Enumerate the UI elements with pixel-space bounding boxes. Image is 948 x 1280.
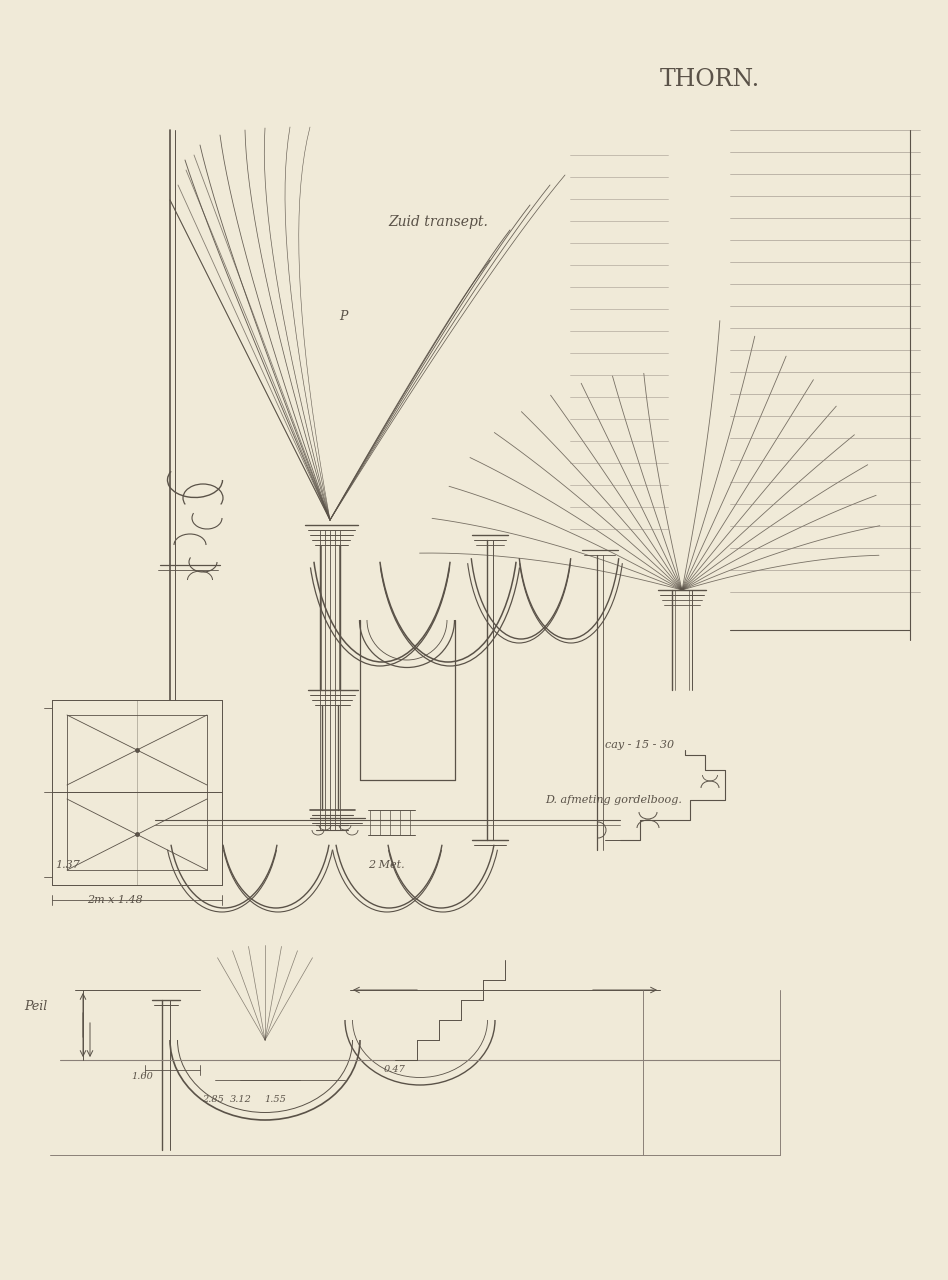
Text: 1.55: 1.55 xyxy=(264,1094,286,1103)
Text: 3.12: 3.12 xyxy=(230,1094,252,1103)
Text: 0.47: 0.47 xyxy=(384,1065,406,1074)
Text: Peil: Peil xyxy=(24,1000,47,1012)
Text: 1.60: 1.60 xyxy=(131,1073,153,1082)
Text: 2m x 1.48: 2m x 1.48 xyxy=(87,895,143,905)
Text: THORN.: THORN. xyxy=(660,68,760,91)
Text: 2 Met.: 2 Met. xyxy=(368,860,405,870)
Text: 1.37: 1.37 xyxy=(55,860,80,870)
Text: P: P xyxy=(339,310,347,323)
Text: 2.85: 2.85 xyxy=(202,1094,224,1103)
Text: cay - 15 - 30: cay - 15 - 30 xyxy=(605,740,674,750)
Text: Zuid transept.: Zuid transept. xyxy=(388,215,488,229)
Text: D. afmeting gordelboog.: D. afmeting gordelboog. xyxy=(545,795,682,805)
